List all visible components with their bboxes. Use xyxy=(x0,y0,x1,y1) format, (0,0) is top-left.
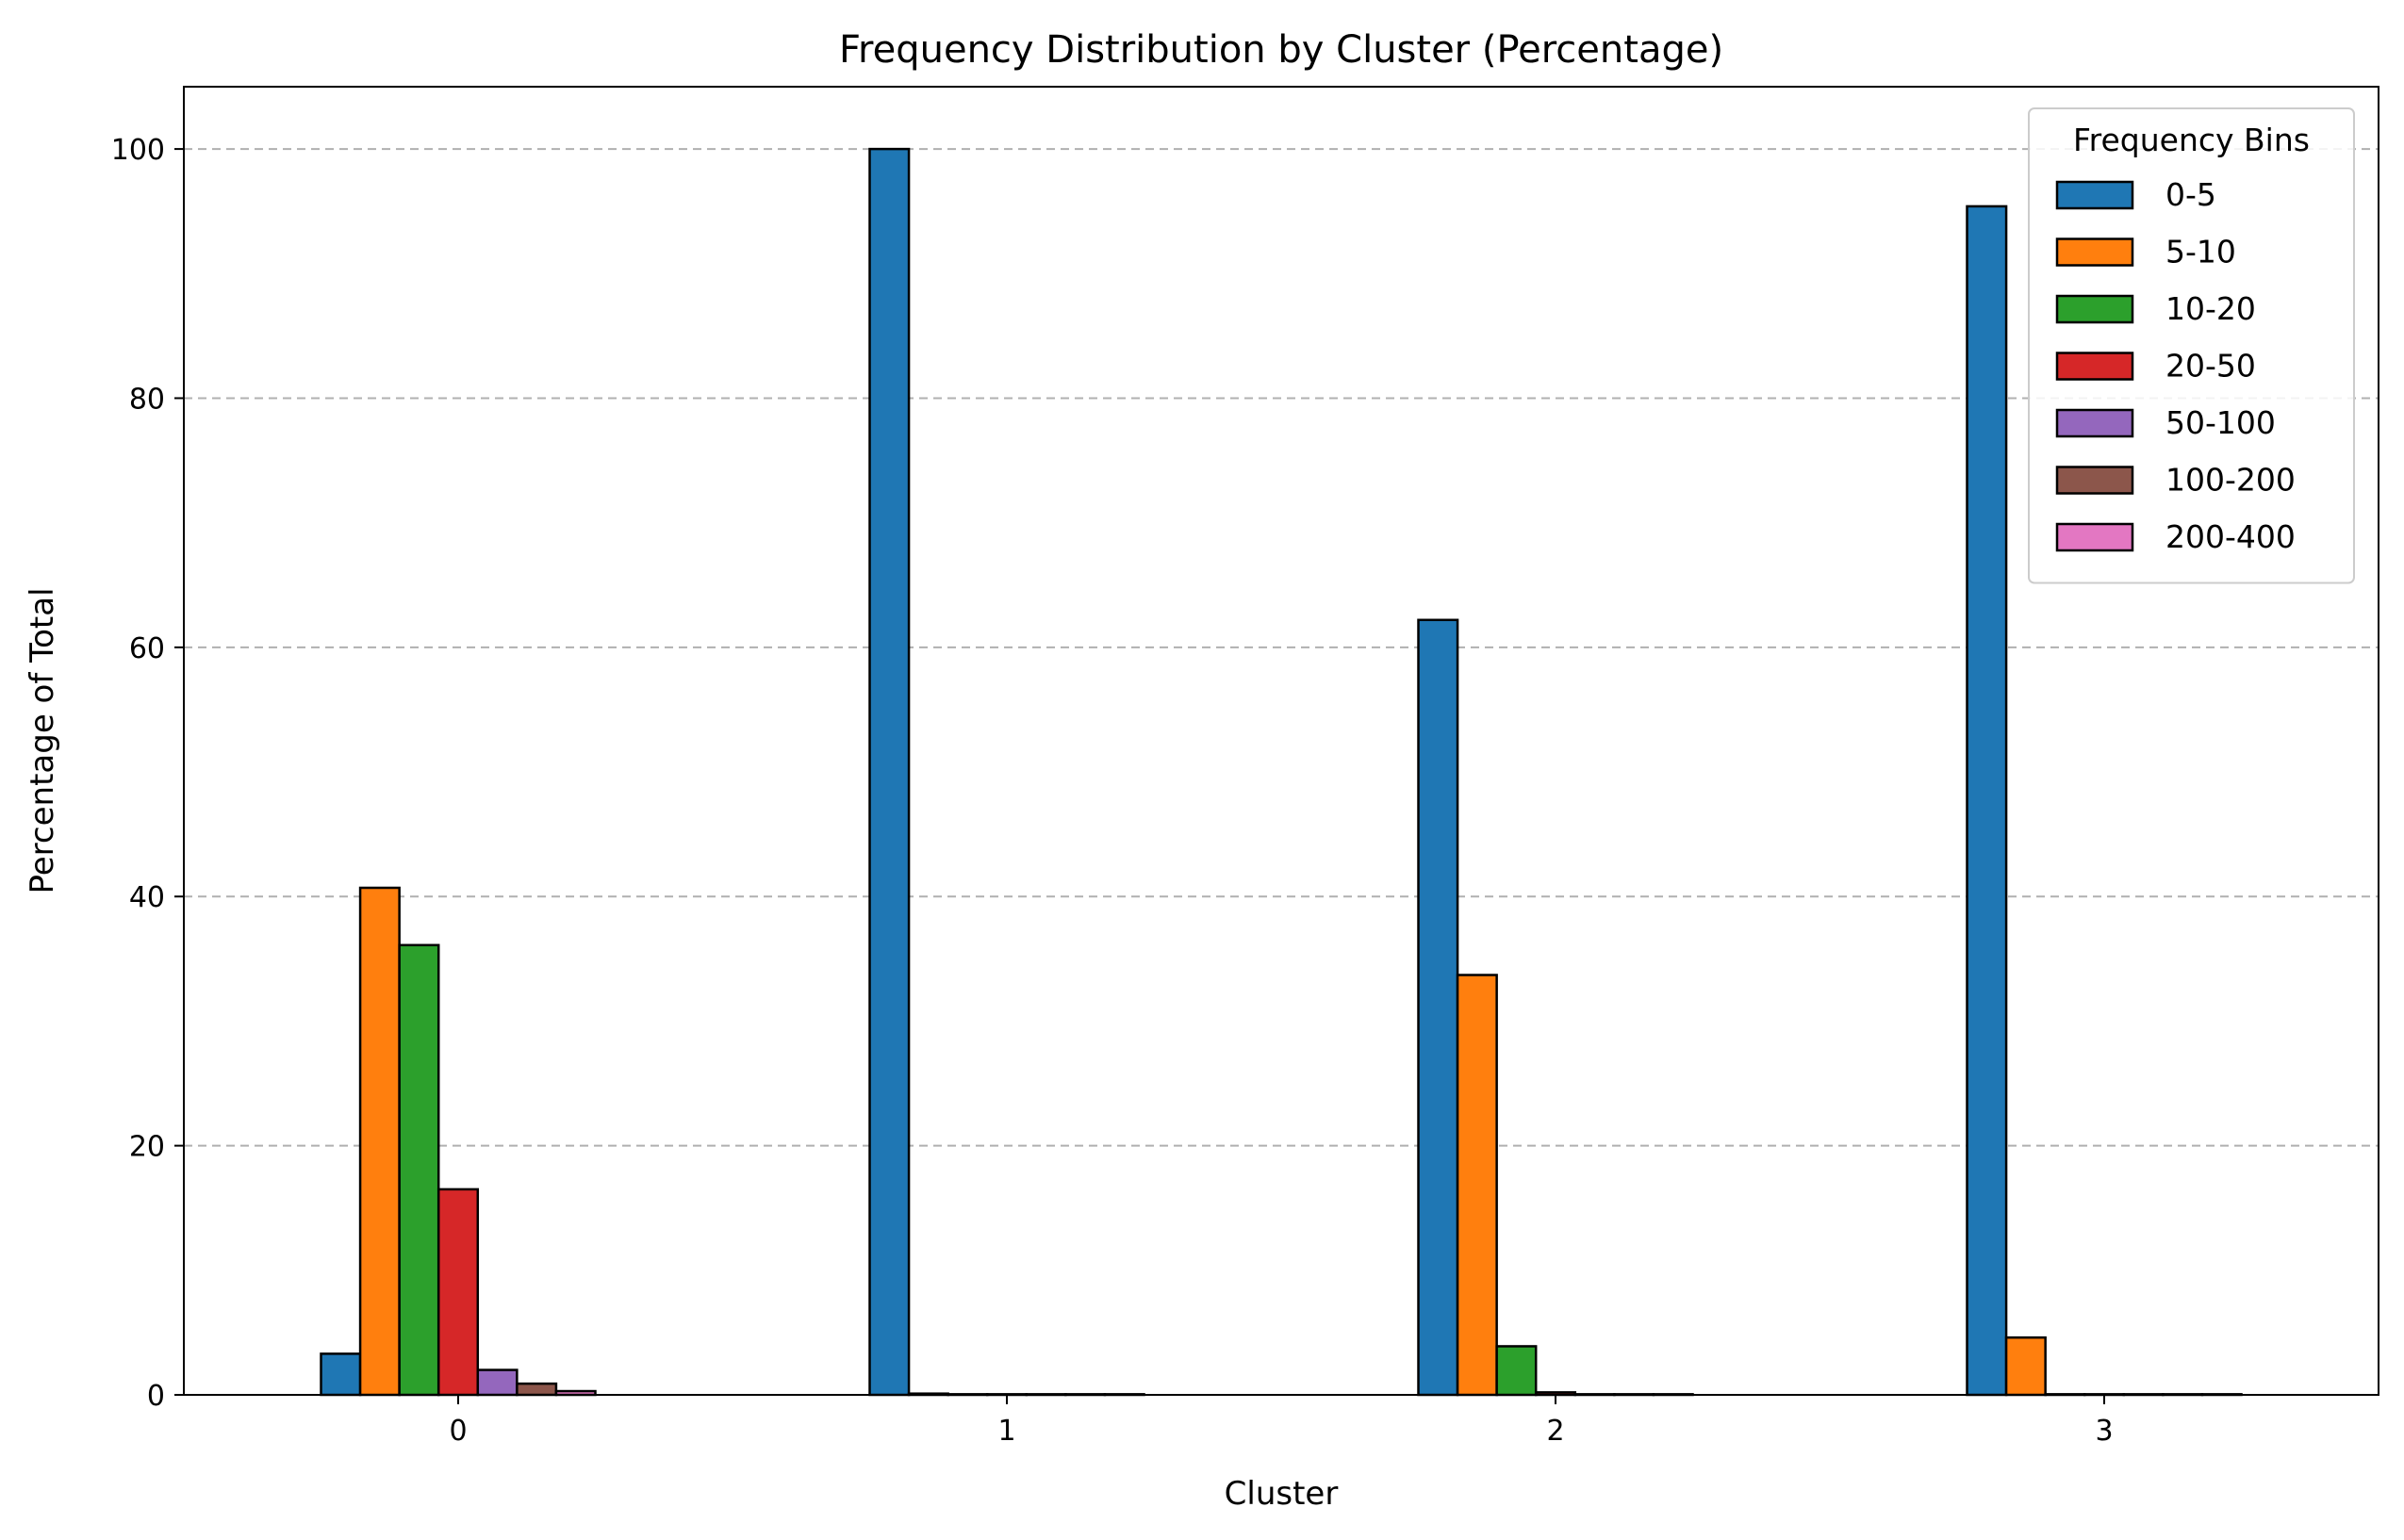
bar-cluster-3-bin-0-5 xyxy=(1966,205,2008,1397)
legend-swatch xyxy=(2055,408,2134,438)
legend-swatch xyxy=(2055,238,2134,267)
bars xyxy=(320,147,2243,1397)
legend-entry-label: 100-200 xyxy=(2165,462,2296,499)
x-tick-label: 3 xyxy=(2095,1415,2113,1448)
legend-swatch xyxy=(2055,180,2134,210)
bar-cluster-0-bin-10-20 xyxy=(398,943,440,1397)
legend-entry-label: 5-10 xyxy=(2165,234,2236,270)
y-tick-label: 40 xyxy=(129,881,165,914)
bar-cluster-1-bin-0-5 xyxy=(868,147,911,1397)
legend-box xyxy=(2028,107,2355,584)
legend-entry-label: 10-20 xyxy=(2165,290,2256,327)
bar-cluster-0-bin-50-100 xyxy=(476,1368,519,1397)
bar-cluster-2-bin-10-20 xyxy=(1495,1345,1538,1397)
legend-swatch xyxy=(2055,352,2134,381)
bar-cluster-0-bin-0-5 xyxy=(320,1352,362,1397)
legend-title: Frequency Bins xyxy=(2073,122,2310,158)
x-axis-title: Cluster xyxy=(1225,1475,1339,1513)
bar-cluster-3-bin-5-10 xyxy=(2004,1335,2047,1397)
x-tick-label: 1 xyxy=(997,1415,1015,1448)
legend: Frequency Bins 0-5 5-10 10-20 20-50 50-100 100… xyxy=(2028,107,2355,584)
legend-entry-label: 0-5 xyxy=(2165,176,2216,213)
plot-frame xyxy=(183,86,2379,1396)
y-tick-label: 80 xyxy=(129,383,165,416)
y-tick-label: 20 xyxy=(129,1131,165,1164)
y-tick-label: 0 xyxy=(147,1380,165,1413)
axes: 0 20 40 60 80 100 0 1 2 3 xyxy=(111,134,2114,1448)
legend-entry-label: 50-100 xyxy=(2165,404,2276,441)
bar-cluster-2-bin-5-10 xyxy=(1456,974,1498,1397)
x-tick-label: 0 xyxy=(449,1415,467,1448)
bar-cluster-0-bin-100-200 xyxy=(516,1382,558,1397)
legend-entry-label: 20-50 xyxy=(2165,348,2256,385)
bar-cluster-0-bin-20-50 xyxy=(436,1188,480,1397)
x-tick-label: 2 xyxy=(1546,1415,1564,1448)
legend-entry-label: 200-400 xyxy=(2165,518,2296,555)
grid-lines xyxy=(184,148,2379,1147)
bar-cluster-0-bin-5-10 xyxy=(358,886,401,1397)
legend-swatch xyxy=(2055,294,2134,324)
y-axis-title: Percentage of Total xyxy=(24,587,61,893)
y-tick-label: 100 xyxy=(111,134,165,167)
legend-swatch xyxy=(2055,522,2134,552)
chart-title: Frequency Distribution by Cluster (Perce… xyxy=(839,28,1723,72)
legend-swatch xyxy=(2055,466,2134,495)
bar-cluster-2-bin-0-5 xyxy=(1417,618,1459,1397)
y-tick-label: 60 xyxy=(129,632,165,665)
